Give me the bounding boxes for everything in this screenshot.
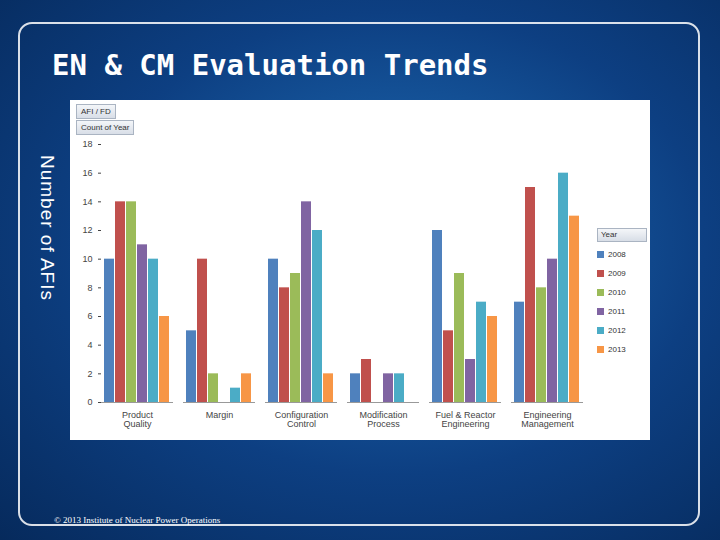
svg-text:ConfigurationControl: ConfigurationControl [275,410,329,429]
svg-text:10: 10 [82,254,92,264]
svg-text:0: 0 [87,397,92,407]
svg-text:Margin: Margin [206,410,234,420]
svg-text:2: 2 [87,369,92,379]
html-text:2012: 2012 [608,326,626,335]
svg-text:6: 6 [87,311,92,321]
html-text:2011: 2011 [608,307,626,316]
html-text:Number of AFIs: Number of AFIs [37,155,58,301]
html-text:AFI / FD: AFI / FD [81,107,111,116]
html-text:Year: Year [601,230,618,239]
svg-text:ProductQuality: ProductQuality [122,410,154,429]
svg-text:18: 18 [82,139,92,149]
svg-text:Fuel & ReactorEngineering: Fuel & ReactorEngineering [435,410,495,429]
svg-text:12: 12 [82,225,92,235]
html-text:© 2013 Institute of Nuclear Po: © 2013 Institute of Nuclear Power Operat… [54,515,221,525]
svg-text:ModificationProcess: ModificationProcess [359,410,407,429]
svg-text:EngineeringManagement: EngineeringManagement [521,410,574,429]
html-text:2010: 2010 [608,288,626,297]
html-text:EN & CM Evaluation Trends: EN & CM Evaluation Trends [52,48,489,82]
svg-text:14: 14 [82,197,92,207]
html-text:2008: 2008 [608,250,626,259]
html-text:2013: 2013 [608,345,626,354]
svg-text:16: 16 [82,168,92,178]
html-text:Count of Year: Count of Year [81,123,130,132]
svg-text:4: 4 [87,340,92,350]
svg-text:8: 8 [87,283,92,293]
html-text:2009: 2009 [608,269,626,278]
